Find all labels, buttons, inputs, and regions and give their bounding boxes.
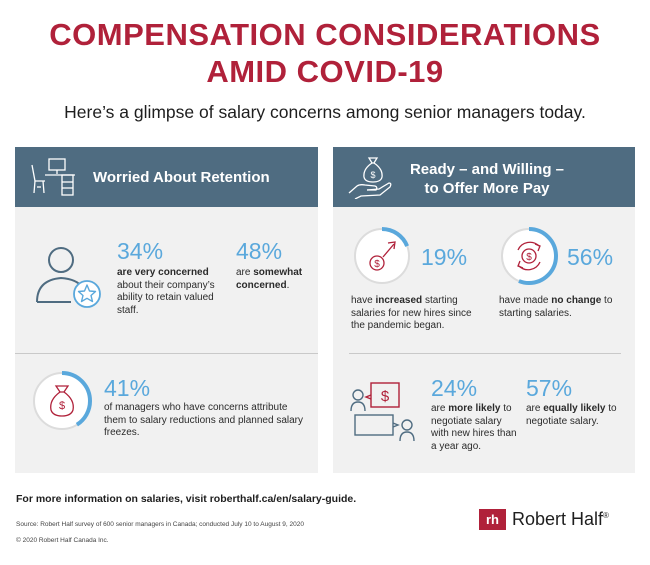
retention-very-concerned-rest: about their company’s ability to retain … — [117, 279, 215, 316]
retention-somewhat-lead: are — [236, 267, 254, 278]
source-note: Source: Robert Half survey of 600 senior… — [16, 521, 304, 528]
title-line-2: AMID COVID-19 — [206, 54, 444, 89]
svg-text:$: $ — [370, 170, 375, 180]
more-pay-heading-line-1: Ready – and Willing – — [409, 161, 565, 178]
money-bag-ring-icon: $ — [32, 371, 92, 431]
copyright: © 2020 Robert Half Canada Inc. — [16, 537, 109, 544]
equally-likely-rest: to negotiate salary. — [526, 403, 617, 427]
no-change-text: have made no change to starting salaries… — [499, 295, 619, 320]
rh-logo-letters: rh — [486, 512, 499, 527]
brand-name-text: Robert Half — [512, 509, 604, 529]
more-likely-rest: to negotiate salary with new hires than … — [431, 403, 517, 452]
page-title: COMPENSATION CONSIDERATIONS AMID COVID-1… — [0, 16, 650, 90]
title-line-1: COMPENSATION CONSIDERATIONS — [49, 17, 601, 52]
no-change-ring-icon: $ — [500, 227, 558, 285]
retention-somewhat-concerned-pct: 48% — [236, 238, 283, 264]
increased-pay-rest: starting salaries for new hires since th… — [351, 295, 472, 331]
no-change-rest: to starting salaries. — [499, 295, 613, 319]
retention-somewhat-concerned-text: are somewhat concerned. — [236, 267, 312, 292]
increase-ring-icon: $ — [353, 227, 411, 285]
subtitle: Here’s a glimpse of salary concerns amon… — [64, 102, 586, 122]
retention-panel: Worried About Retention 34% are very con… — [15, 147, 318, 473]
hand-money-bag-icon: $ — [348, 157, 392, 199]
more-likely-text: are more likely to negotiate salary with… — [431, 403, 519, 453]
equally-likely-lead: are — [526, 403, 544, 414]
more-likely-pct: 24% — [431, 375, 478, 401]
increased-pay-text: have increased starting salaries for new… — [351, 295, 479, 333]
more-pay-divider — [349, 353, 621, 354]
svg-text:$: $ — [59, 400, 65, 412]
retention-somewhat-rest: . — [286, 279, 290, 291]
more-pay-heading-line-2: to Offer More Pay — [424, 180, 550, 197]
more-likely-lead: are — [431, 403, 449, 414]
retention-heading: Worried About Retention — [93, 169, 270, 186]
salary-reductions-pct: 41% — [104, 375, 151, 401]
retention-very-concerned-text: are very concerned about their company’s… — [117, 267, 235, 317]
more-pay-heading: Ready – and Willing – to Offer More Pay — [401, 160, 573, 198]
svg-text:$: $ — [526, 252, 532, 263]
more-likely-strong: more likely — [448, 403, 501, 414]
increased-pay-strong: increased — [375, 295, 423, 306]
desk-icon — [31, 158, 75, 196]
retention-very-concerned-strong: are very concerned — [117, 267, 209, 278]
equally-likely-pct: 57% — [526, 375, 573, 401]
more-pay-panel: $ Ready – and Willing – to Offer More Pa… — [333, 147, 635, 473]
more-pay-panel-header: $ Ready – and Willing – to Offer More Pa… — [333, 147, 635, 207]
rh-logo-icon: rh — [479, 509, 506, 530]
retention-panel-header: Worried About Retention — [15, 147, 318, 207]
svg-text:$: $ — [374, 259, 380, 270]
brand-name: Robert Half® — [512, 509, 609, 530]
retention-divider — [15, 353, 318, 354]
more-info-link[interactable]: For more information on salaries, visit … — [16, 493, 357, 505]
no-change-lead: have made — [499, 295, 552, 306]
negotiation-chat-icon: $ — [350, 382, 415, 442]
equally-likely-text: are equally likely to negotiate salary. — [526, 403, 626, 428]
equally-likely-strong: equally likely — [543, 403, 606, 414]
salary-reductions-text: of managers who have concerns attribute … — [104, 402, 304, 438]
person-star-icon — [36, 247, 101, 308]
svg-text:$: $ — [381, 388, 390, 405]
retention-very-concerned-pct: 34% — [117, 238, 164, 264]
robert-half-logo: rh Robert Half® — [479, 509, 609, 530]
no-change-pct: 56% — [567, 244, 614, 270]
brand-registered-mark: ® — [603, 511, 609, 520]
retention-somewhat-strong: somewhat concerned — [236, 267, 303, 291]
increased-pay-lead: have — [351, 295, 376, 306]
no-change-strong: no change — [551, 295, 602, 306]
increased-pay-pct: 19% — [421, 244, 468, 270]
